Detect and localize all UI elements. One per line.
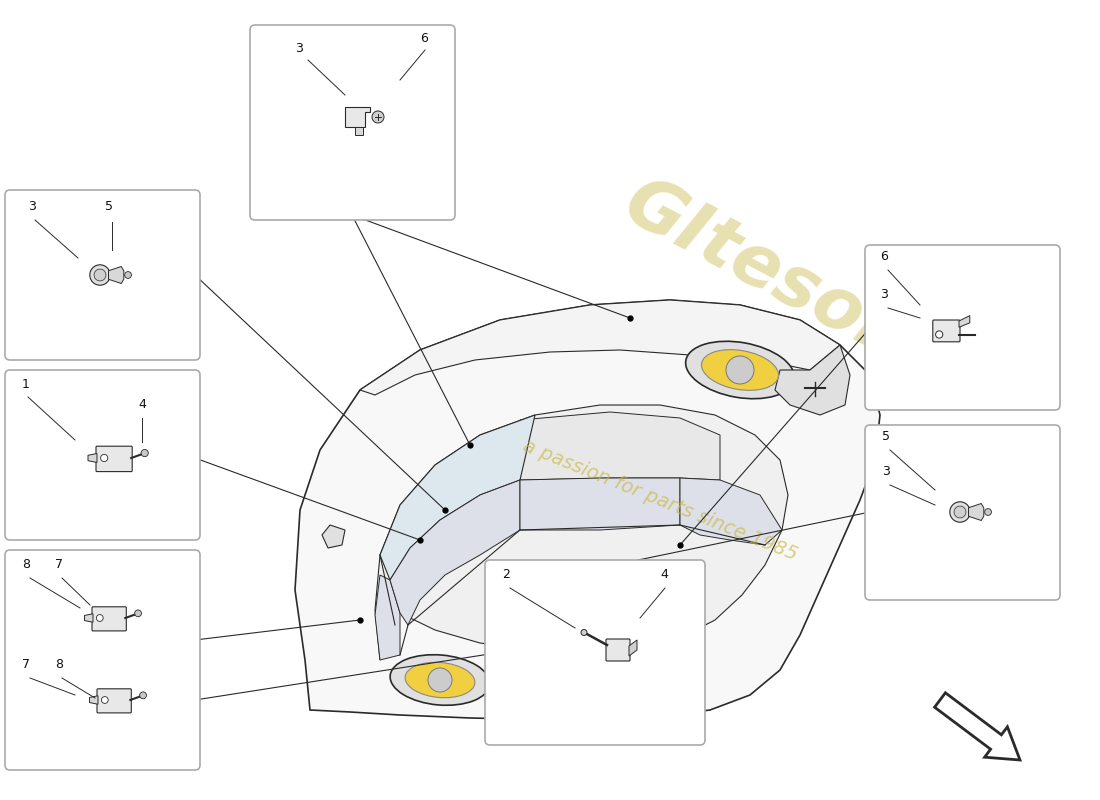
Polygon shape (345, 107, 370, 127)
Text: 3: 3 (28, 200, 36, 213)
Ellipse shape (702, 350, 779, 390)
Polygon shape (520, 478, 680, 530)
Text: 6: 6 (420, 32, 428, 45)
Circle shape (428, 668, 452, 692)
Polygon shape (959, 315, 970, 327)
FancyBboxPatch shape (933, 320, 960, 342)
FancyBboxPatch shape (6, 370, 200, 540)
Text: 4: 4 (660, 568, 668, 581)
Polygon shape (355, 127, 363, 135)
Circle shape (101, 697, 108, 703)
Ellipse shape (685, 342, 794, 398)
Ellipse shape (390, 654, 490, 706)
Polygon shape (375, 575, 400, 660)
Text: GItesores: GItesores (612, 168, 988, 412)
Text: 8: 8 (22, 558, 30, 571)
Text: 2: 2 (502, 568, 510, 581)
Circle shape (726, 356, 754, 384)
Text: 3: 3 (295, 42, 302, 55)
FancyBboxPatch shape (606, 639, 630, 661)
Circle shape (100, 454, 108, 462)
FancyBboxPatch shape (865, 425, 1060, 600)
Polygon shape (322, 525, 345, 548)
Text: 5: 5 (104, 200, 113, 213)
Polygon shape (776, 345, 850, 415)
Text: 7: 7 (22, 658, 30, 671)
Text: 4: 4 (138, 398, 146, 411)
Circle shape (954, 506, 966, 518)
Polygon shape (360, 300, 840, 395)
Text: 6: 6 (880, 250, 888, 263)
Polygon shape (680, 478, 782, 545)
FancyBboxPatch shape (865, 245, 1060, 410)
Polygon shape (295, 300, 880, 720)
Polygon shape (390, 480, 520, 625)
Circle shape (94, 269, 106, 281)
Circle shape (949, 502, 970, 522)
Polygon shape (629, 640, 637, 656)
FancyBboxPatch shape (6, 190, 200, 360)
Polygon shape (109, 266, 124, 283)
Text: 1: 1 (22, 378, 30, 391)
Circle shape (984, 509, 991, 515)
Text: 7: 7 (55, 558, 63, 571)
Text: 8: 8 (55, 658, 63, 671)
Text: 3: 3 (882, 465, 890, 478)
Ellipse shape (405, 662, 475, 698)
Circle shape (97, 614, 103, 622)
FancyBboxPatch shape (250, 25, 455, 220)
Polygon shape (520, 412, 720, 480)
Circle shape (134, 610, 142, 617)
Polygon shape (379, 415, 535, 580)
Circle shape (141, 450, 149, 457)
FancyBboxPatch shape (6, 550, 200, 770)
FancyBboxPatch shape (97, 689, 131, 713)
Text: 5: 5 (882, 430, 890, 443)
Polygon shape (89, 696, 98, 704)
Circle shape (140, 692, 146, 698)
Circle shape (936, 331, 943, 338)
Circle shape (124, 272, 132, 278)
Circle shape (90, 265, 110, 286)
FancyBboxPatch shape (96, 446, 132, 471)
FancyBboxPatch shape (92, 606, 126, 631)
Polygon shape (85, 614, 94, 622)
Polygon shape (968, 503, 983, 521)
Polygon shape (375, 405, 788, 660)
FancyBboxPatch shape (485, 560, 705, 745)
Text: 3: 3 (880, 288, 888, 301)
Text: a passion for parts since 1985: a passion for parts since 1985 (520, 436, 800, 564)
Circle shape (581, 630, 587, 635)
FancyArrow shape (935, 693, 1020, 760)
Polygon shape (88, 454, 97, 462)
Circle shape (372, 111, 384, 123)
